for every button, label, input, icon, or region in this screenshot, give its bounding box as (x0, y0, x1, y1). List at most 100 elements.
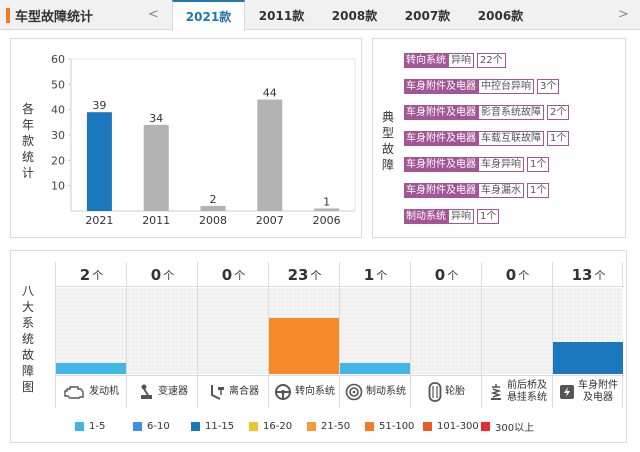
system-label: 发动机 (56, 375, 127, 408)
fault-item[interactable]: 制动系统 异响 1个 (404, 209, 500, 224)
legend-swatch (307, 422, 316, 431)
system-count-value: 13 (571, 266, 593, 284)
chart-side-label: 各 年 款 统 计 (21, 101, 35, 181)
bar (314, 208, 340, 211)
fault-count-tag: 1个 (477, 209, 500, 224)
fault-category-tag: 车身附件及电器 (404, 131, 478, 146)
system-bar-area (198, 288, 268, 374)
system-count-value: 1 (363, 266, 375, 284)
system-label: 离合器 (198, 375, 269, 408)
fault-count-tag: 22个 (477, 53, 506, 68)
fault-category-tag: 车身附件及电器 (404, 157, 478, 172)
legend-label: 51-100 (379, 421, 415, 432)
fault-item[interactable]: 车身附件及电器 影音系统故障 2个 (404, 105, 570, 120)
fault-issue-tag: 车身异响 (478, 157, 524, 172)
brake-disc-icon (345, 383, 363, 401)
faults-side-char: 典 (381, 110, 394, 124)
systems-side-char: 统 (21, 332, 34, 346)
faults-side-label: 典 型 故 障 (381, 109, 395, 173)
system-label: 前后桥及 悬挂系统 (482, 375, 553, 408)
system-bar-fill (56, 362, 126, 374)
bar (200, 205, 226, 211)
system-name-line: 前后桥及 (507, 380, 547, 391)
tab-2007[interactable]: 2007款 (404, 8, 451, 23)
system-count-unit: 个 (376, 269, 388, 282)
system-label: 变速器 (127, 375, 198, 408)
bar (257, 99, 283, 211)
system-count: 23 个 (269, 262, 340, 287)
gearbox-icon (141, 384, 152, 399)
prev-arrow-icon[interactable]: < (148, 7, 159, 22)
fault-issue-tag: 车身漏水 (478, 183, 524, 198)
fault-issue-tag: 影音系统故障 (478, 105, 544, 120)
fault-issue-tag: 中控台异响 (478, 79, 534, 94)
system-count-unit: 个 (163, 269, 175, 282)
bar (143, 124, 169, 211)
clutch-icon (211, 385, 224, 400)
system-name: 转向系统 (295, 386, 335, 397)
system-count-value: 0 (434, 266, 446, 284)
legend-item: 6-10 (133, 419, 191, 434)
system-bar-area (340, 288, 410, 374)
fault-category-tag: 车身附件及电器 (404, 79, 478, 94)
y-tick-label: 20 (51, 154, 65, 167)
system-name: 制动系统 (366, 386, 406, 397)
y-tick-label: 10 (51, 180, 65, 193)
system-bar-fill (553, 342, 623, 374)
system-column-electrical[interactable]: 13 个 车身附件 及电器 (552, 262, 624, 408)
legend-item: 1-5 (75, 419, 133, 434)
next-arrow-icon[interactable]: > (618, 7, 629, 22)
title-accent-bar (6, 8, 10, 23)
system-count-value: 23 (287, 266, 309, 284)
y-tick-label: 30 (51, 129, 65, 142)
chart-side-char: 款 (21, 134, 34, 148)
tab-2021[interactable]: 2021款 (172, 0, 245, 31)
fault-item[interactable]: 车身附件及电器 车身漏水 1个 (404, 183, 550, 198)
tab-2006[interactable]: 2006款 (477, 8, 524, 23)
fault-item[interactable]: 车身附件及电器 车载互联故障 1个 (404, 131, 570, 146)
system-count-value: 0 (505, 266, 517, 284)
system-count-unit: 个 (447, 269, 459, 282)
system-column-steering[interactable]: 23 个 转向系统 (268, 262, 340, 408)
faults-side-char: 障 (381, 158, 394, 172)
legend-swatch (423, 422, 432, 431)
fault-item[interactable]: 转向系统 异响 22个 (404, 53, 506, 68)
system-bar-area (482, 288, 552, 374)
legend-item: 300以上 (481, 419, 539, 434)
fault-issue-tag: 车载互联故障 (478, 131, 544, 146)
system-label: 转向系统 (269, 375, 340, 408)
tab-2011[interactable]: 2011款 (258, 8, 305, 23)
fault-item[interactable]: 车身附件及电器 车身异响 1个 (404, 157, 550, 172)
legend-label: 1-5 (89, 421, 106, 432)
tab-2008[interactable]: 2008款 (331, 8, 378, 23)
year-tabs: 2021款 2011款 2008款 2007款 2006款 (172, 0, 537, 31)
legend-item: 11-15 (191, 419, 249, 434)
typical-faults-panel: 典 型 故 障 转向系统 异响 22个 车身附件及电器 中控台异响 3个 车身附… (372, 38, 626, 238)
y-tick-label: 50 (51, 78, 65, 91)
system-label: 制动系统 (340, 375, 411, 408)
fault-item[interactable]: 车身附件及电器 中控台异响 3个 (404, 79, 560, 94)
fault-category-tag: 制动系统 (404, 209, 448, 224)
faults-side-char: 故 (381, 142, 394, 156)
legend-label: 101-300 (437, 421, 479, 432)
system-count-value: 0 (221, 266, 233, 284)
x-tick-label: 2007 (256, 214, 284, 227)
system-name: 发动机 (89, 386, 119, 397)
systems-side-char: 故 (21, 348, 34, 362)
system-count: 13 个 (553, 262, 624, 287)
system-bar-fill (340, 362, 410, 374)
fault-category-tag: 转向系统 (404, 53, 448, 68)
system-bar-fill (269, 318, 339, 374)
systems-side-label: 八 大 系 统 故 障 图 (21, 283, 35, 395)
page-title: 车型故障统计 (15, 10, 94, 25)
legend-label: 11-15 (205, 421, 235, 432)
system-count-unit: 个 (518, 269, 530, 282)
